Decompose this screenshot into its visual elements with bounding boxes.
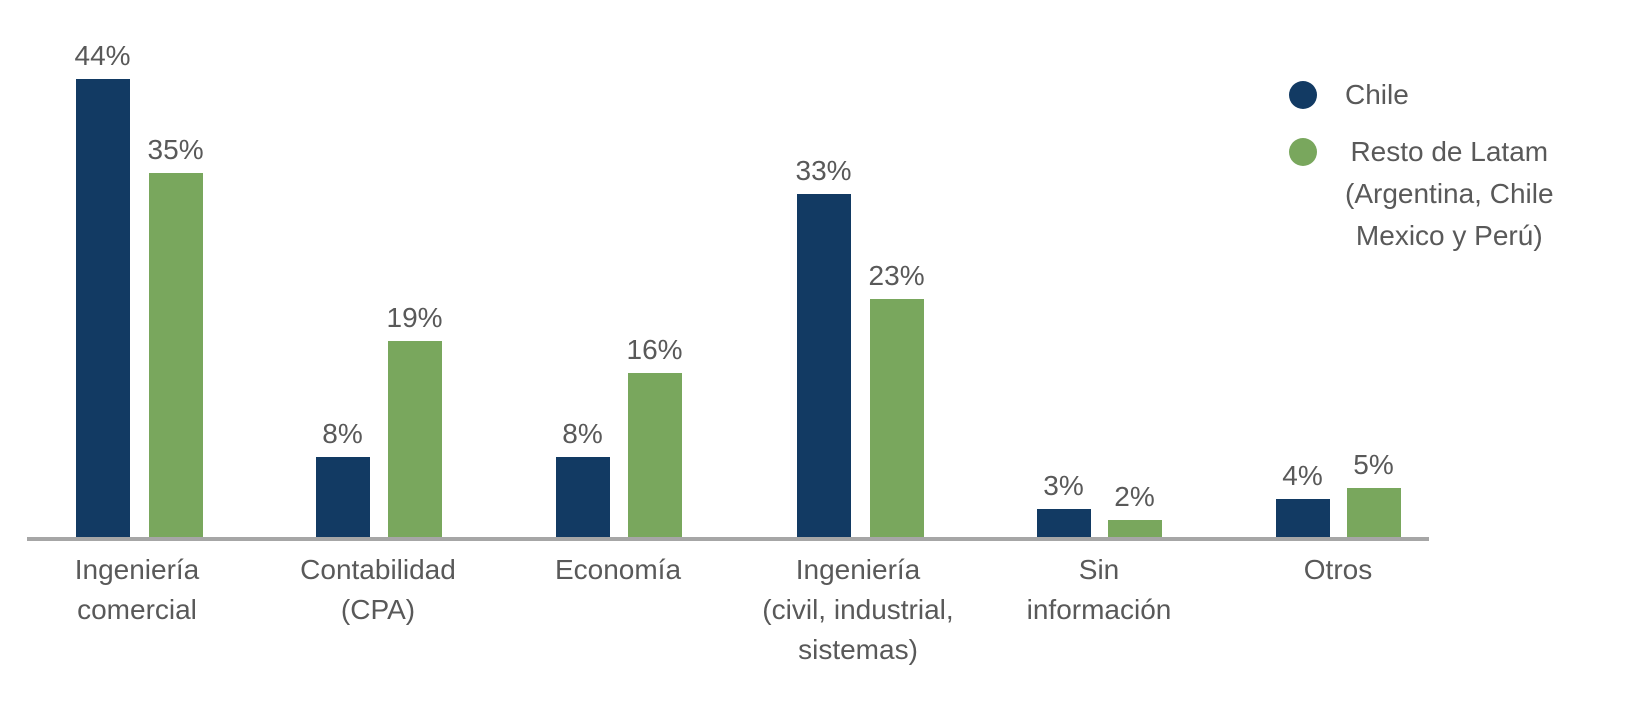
bar-column: 3% [1036, 470, 1091, 541]
value-label: 35% [147, 134, 204, 165]
bar-column: 8% [315, 418, 370, 541]
bar-chile [555, 457, 610, 541]
category-label: Economía [554, 554, 682, 585]
bar-group: 44% 35% [75, 42, 204, 541]
category-label: Ingeniería comercial [74, 554, 200, 625]
category-label: Sin información [1026, 554, 1172, 625]
legend: Chile Resto de Latam (Argentina, Chile Me… [1289, 74, 1554, 257]
bar-column: 2% [1107, 481, 1162, 541]
bar-chile [1036, 509, 1091, 541]
value-label: 4% [1282, 460, 1323, 491]
bar-chile [796, 194, 851, 541]
value-label: 33% [795, 155, 852, 186]
legend-item: Chile [1289, 74, 1554, 116]
x-axis-line [27, 537, 1429, 541]
legend-label: Resto de Latam (Argentina, Chile Mexico … [1345, 136, 1554, 251]
value-label: 23% [868, 260, 925, 291]
legend-item: Resto de Latam (Argentina, Chile Mexico … [1289, 131, 1554, 257]
value-label: 19% [386, 302, 443, 333]
bar-column: 35% [148, 136, 204, 541]
value-label: 2% [1114, 481, 1155, 512]
bar-group: 3% 2% [1036, 470, 1162, 541]
bar-chile [1275, 499, 1330, 541]
bar-column: 44% [75, 42, 131, 541]
bar-group: 8% 16% [555, 336, 683, 541]
plot-area: 44% 35% 8% 19% 8% 16% 33% 23% 3% 2% 4% 5% [27, 0, 1429, 541]
bar-column: 16% [627, 336, 683, 541]
bar-group: 4% 5% [1275, 449, 1401, 541]
value-label: 8% [322, 418, 363, 449]
bar-group: 33% 23% [796, 157, 925, 541]
legend-dot-icon [1289, 81, 1317, 109]
bar-column: 23% [869, 262, 925, 541]
bar-chile [75, 79, 130, 541]
bar-resto [1107, 520, 1162, 541]
bar-column: 33% [796, 157, 852, 541]
category-label: Ingeniería (civil, industrial, sistemas) [762, 554, 954, 665]
bar-resto [869, 299, 924, 541]
bar-resto [627, 373, 682, 541]
value-label: 44% [74, 40, 131, 71]
value-label: 5% [1353, 449, 1394, 480]
value-label: 8% [562, 418, 603, 449]
bar-column: 19% [387, 304, 443, 541]
bar-column: 8% [555, 418, 610, 541]
bar-chile [315, 457, 370, 541]
value-label: 16% [626, 334, 683, 365]
legend-label: Chile [1345, 79, 1409, 110]
bar-group: 8% 19% [315, 304, 443, 541]
bar-column: 5% [1346, 449, 1401, 541]
category-label: Contabilidad (CPA) [300, 554, 456, 625]
value-label: 3% [1043, 470, 1084, 501]
bar-resto [387, 341, 442, 541]
bar-resto [148, 173, 203, 541]
category-label: Otros [1303, 554, 1373, 585]
legend-dot-icon [1289, 138, 1317, 166]
bar-column: 4% [1275, 460, 1330, 541]
bar-resto [1346, 488, 1401, 541]
